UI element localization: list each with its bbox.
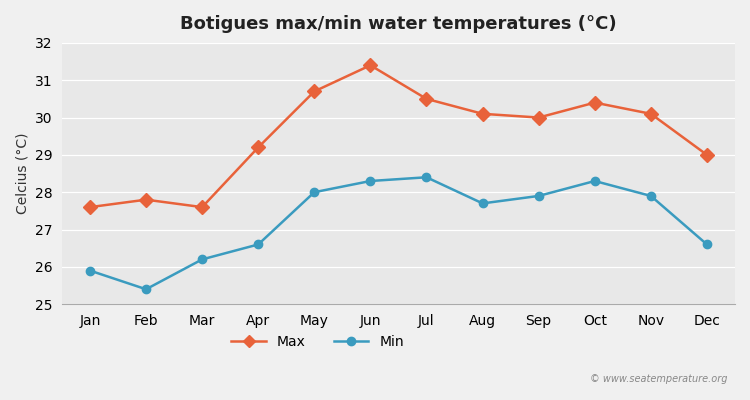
- Y-axis label: Celcius (°C): Celcius (°C): [15, 133, 29, 214]
- Text: © www.seatemperature.org: © www.seatemperature.org: [590, 374, 728, 384]
- Legend: Max, Min: Max, Min: [226, 330, 410, 355]
- Title: Botigues max/min water temperatures (°C): Botigues max/min water temperatures (°C): [180, 15, 616, 33]
